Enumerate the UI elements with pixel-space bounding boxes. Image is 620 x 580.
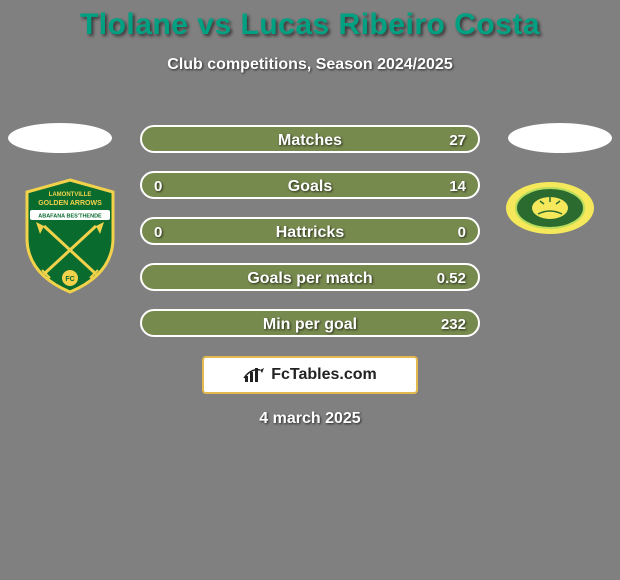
page-subtitle: Club competitions, Season 2024/2025 (0, 56, 620, 74)
comparison-page: Tlolane vs Lucas Ribeiro Costa Club comp… (0, 0, 620, 580)
stat-row-min-per-goal: Min per goal 232 (140, 309, 480, 337)
brand-text: FcTables.com (271, 366, 377, 384)
page-title: Tlolane vs Lucas Ribeiro Costa (0, 0, 620, 42)
brand-box: FcTables.com (202, 356, 418, 394)
stat-right-value: 0 (458, 219, 466, 247)
fc-text: FC (65, 276, 74, 283)
badge-banner-text: ABAFANA BES'THENDE (38, 214, 102, 220)
club-badge-left: LAMONTVILLE GOLDEN ARROWS ABAFANA BES'TH… (20, 178, 120, 294)
stat-right-value: 232 (441, 311, 466, 339)
stat-row-goals-per-match: Goals per match 0.52 (140, 263, 480, 291)
stat-right-value: 0.52 (437, 265, 466, 293)
bar-chart-icon (243, 366, 265, 384)
date-line: 4 march 2025 (0, 410, 620, 428)
badge-mid-text: GOLDEN ARROWS (38, 200, 102, 207)
club-badge-right (500, 178, 600, 238)
stat-label: Hattricks (142, 219, 478, 247)
stat-label: Matches (142, 127, 478, 155)
stat-label: Min per goal (142, 311, 478, 339)
player-photo-left (8, 123, 112, 153)
player-photo-right (508, 123, 612, 153)
stat-row-goals: 0 Goals 14 (140, 171, 480, 199)
badge-upper-text: LAMONTVILLE (49, 192, 92, 198)
stat-label: Goals (142, 173, 478, 201)
stat-right-value: 14 (449, 173, 466, 201)
stat-right-value: 27 (449, 127, 466, 155)
stats-table: Matches 27 0 Goals 14 0 Hattricks 0 Goal… (140, 125, 480, 355)
stat-label: Goals per match (142, 265, 478, 293)
stat-row-matches: Matches 27 (140, 125, 480, 153)
stat-row-hattricks: 0 Hattricks 0 (140, 217, 480, 245)
